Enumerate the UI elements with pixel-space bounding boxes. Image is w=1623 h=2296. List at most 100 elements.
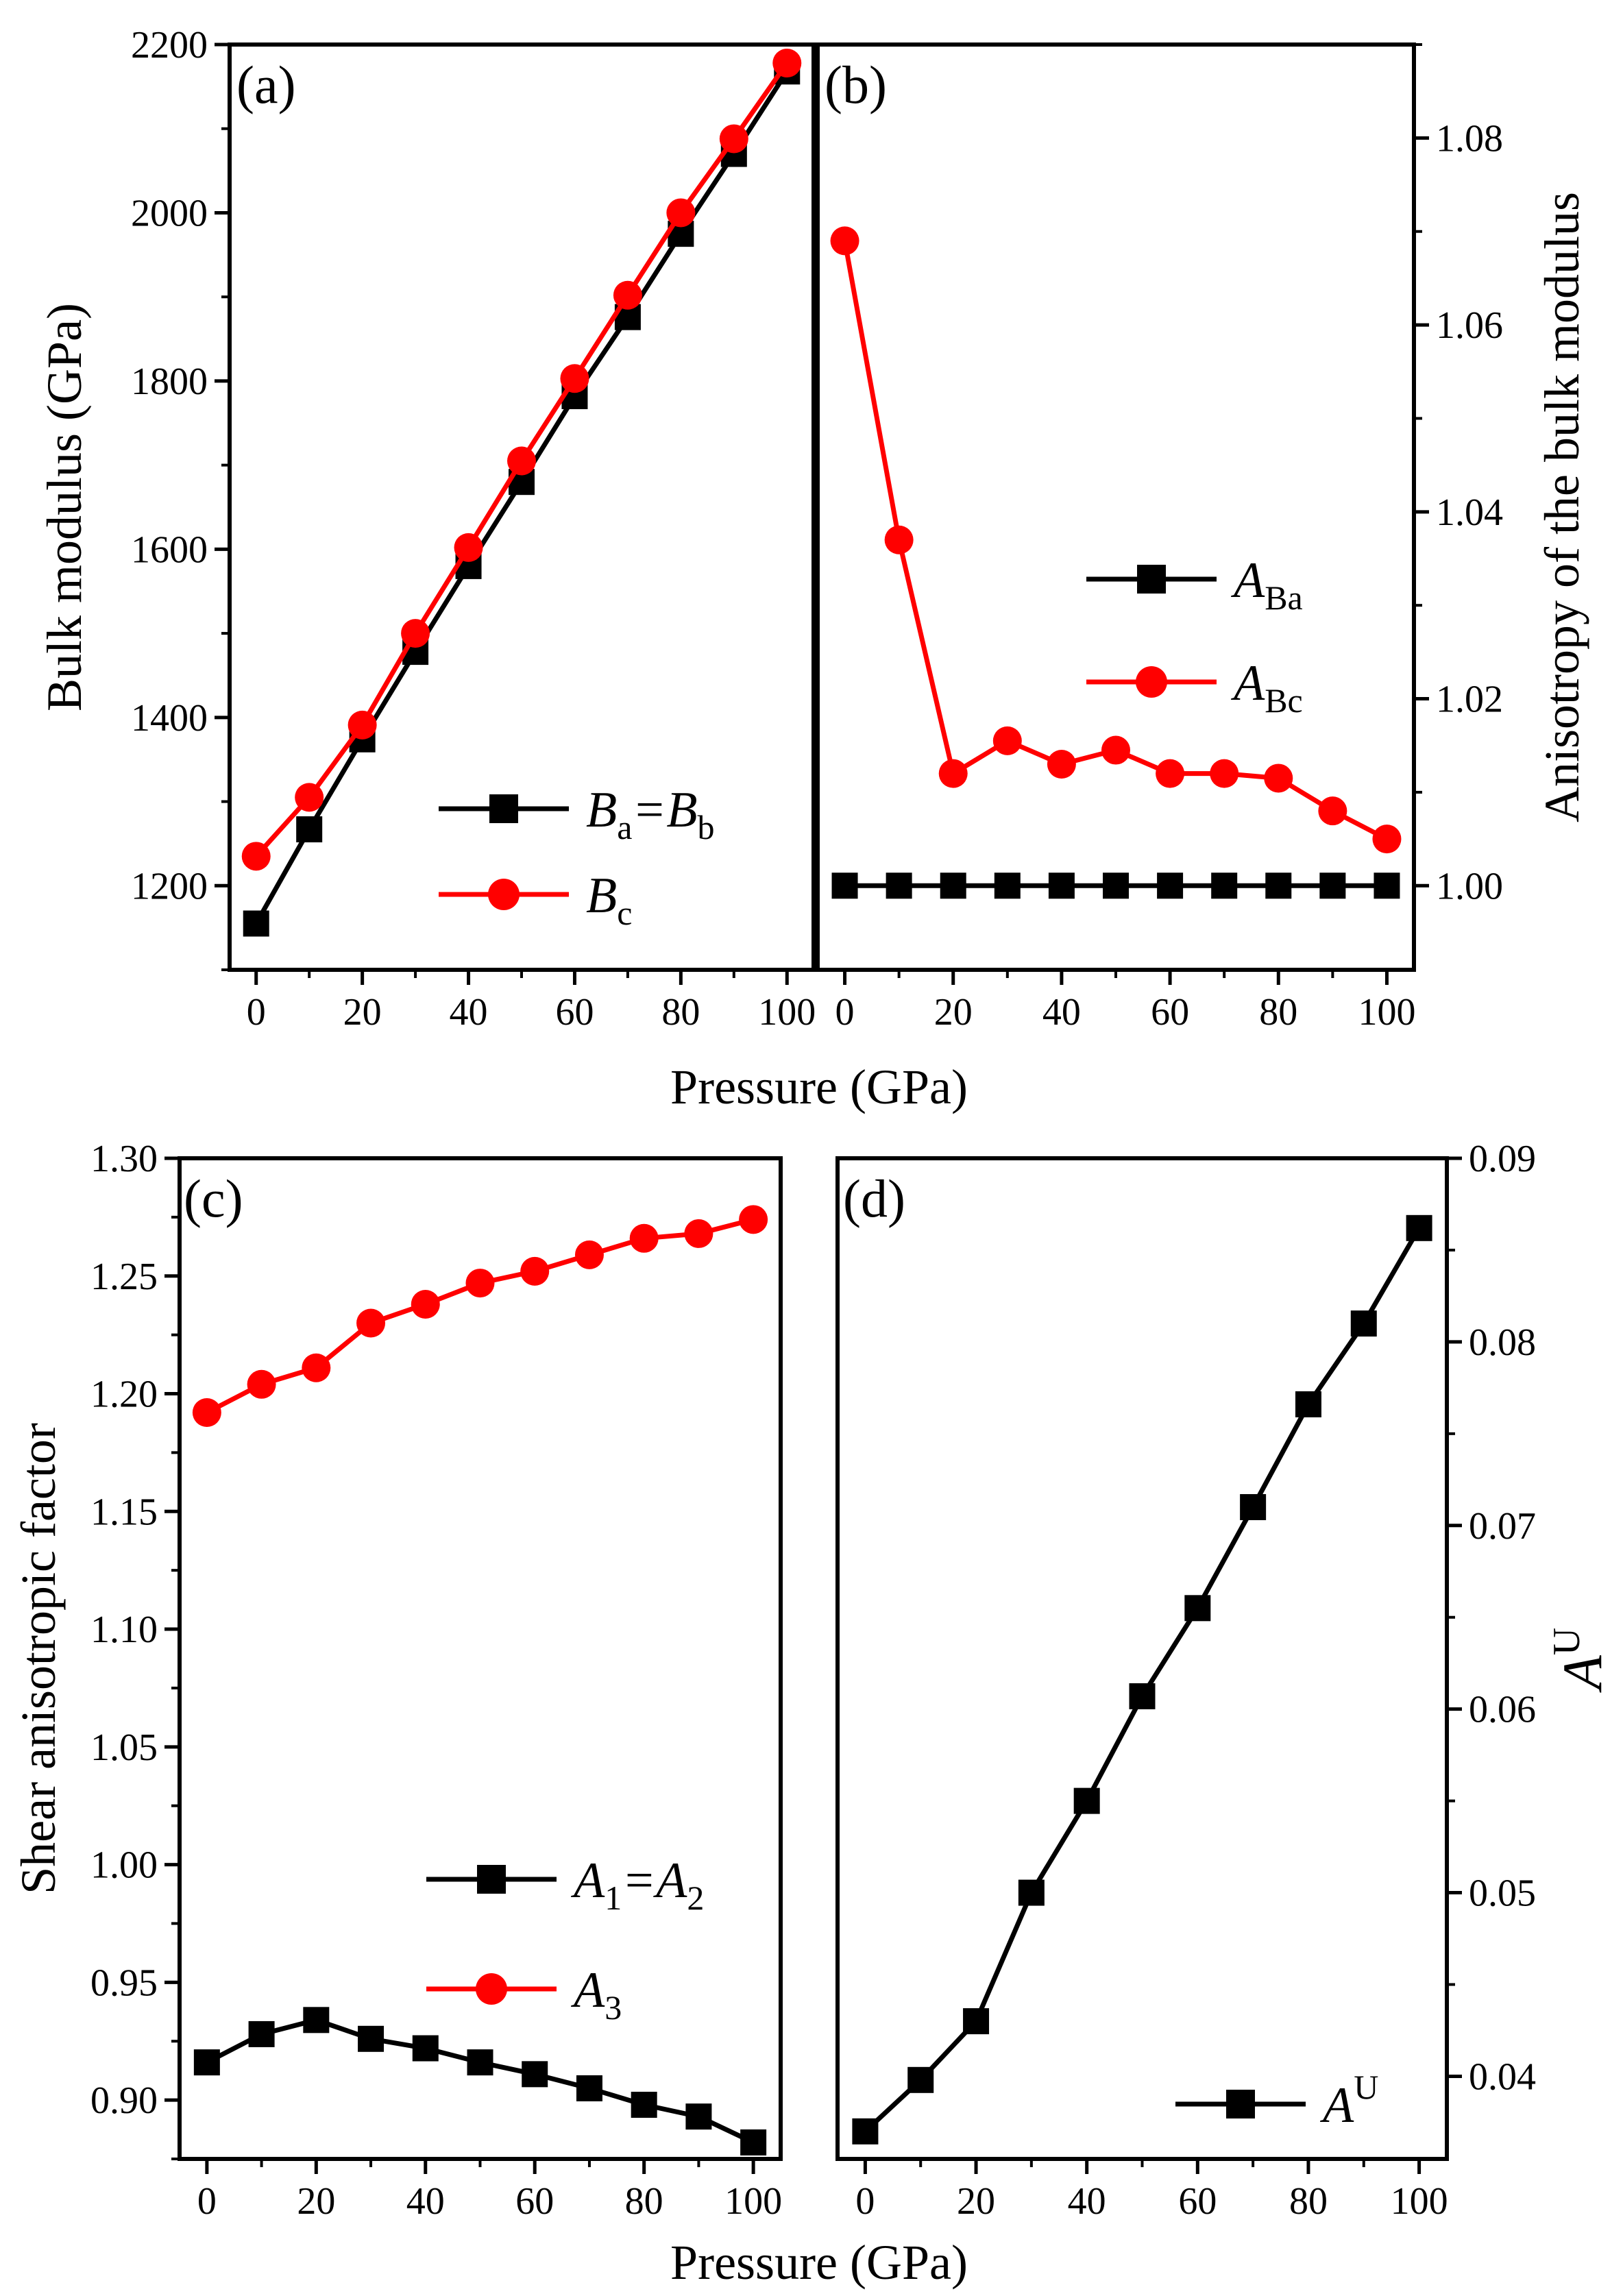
data-point-circle	[684, 1219, 713, 1248]
legend-label-main: B	[586, 868, 617, 924]
data-point-circle	[247, 1369, 276, 1399]
legend-label-sub: b	[698, 808, 715, 846]
legend-marker-square	[1226, 2090, 1255, 2118]
y-tick-label: 1800	[131, 361, 208, 403]
panel-a-label: (a)	[236, 55, 296, 114]
y-tick-label: 1400	[131, 697, 208, 740]
data-point-square	[1073, 1787, 1100, 1814]
legend-label-sub: a	[617, 808, 632, 846]
legend-label: ABa	[1230, 552, 1303, 617]
x-tick-label: 60	[1151, 991, 1189, 1034]
data-point-circle	[772, 49, 802, 77]
panel-c-label: (c)	[184, 1169, 243, 1228]
x-tick-label: 100	[758, 991, 816, 1034]
data-point-square	[467, 2049, 493, 2076]
legend-label-sub: Bc	[1265, 681, 1303, 720]
data-point-circle	[938, 759, 968, 788]
data-point-circle	[992, 726, 1022, 755]
data-point-square	[1018, 1879, 1045, 1906]
data-point-circle	[1156, 759, 1185, 788]
data-point-square	[1240, 1493, 1267, 1520]
panel-d-y-axis-title-sup: U	[1546, 1628, 1588, 1655]
data-point-circle	[666, 198, 696, 228]
data-point-square	[1319, 872, 1346, 899]
legend-label-sub: U	[1354, 2068, 1378, 2106]
legend-label: AU	[1319, 2068, 1378, 2134]
y-tick-label: 1.25	[90, 1256, 158, 1298]
legend-label-sub: Ba	[1265, 578, 1303, 617]
data-point-square	[1374, 872, 1400, 899]
data-point-square	[831, 872, 858, 899]
data-point-circle	[520, 1256, 550, 1286]
data-point-circle	[302, 1353, 331, 1382]
y-tick-label: 1.04	[1436, 491, 1503, 534]
series-line	[864, 1227, 1421, 2134]
x-tick-label: 20	[934, 991, 973, 1034]
data-point-square	[1211, 872, 1238, 899]
data-point-square	[963, 2008, 990, 2035]
panel-d-y-axis-title-main: A	[1551, 1654, 1613, 1693]
data-point-circle	[830, 226, 859, 256]
panel-c: 0 20 40 60 80 100 0.90 0.95 1.00 1.05 1.10 1.15 1.20…	[11, 1138, 783, 2223]
y-tick-label: 1600	[131, 528, 208, 571]
data-point-circle	[295, 783, 324, 812]
data-point-square	[994, 872, 1021, 899]
data-point-square	[243, 910, 269, 937]
legend-label-main: A	[1230, 552, 1265, 609]
y-tick-label: 1.00	[1436, 865, 1503, 907]
data-point-square	[1406, 1214, 1432, 1241]
x-tick-label: 40	[1068, 2180, 1106, 2223]
data-point-square	[940, 872, 966, 899]
x-tick-label: 60	[1178, 2180, 1217, 2223]
data-point-square	[631, 2091, 657, 2118]
data-point-circle	[454, 533, 483, 562]
data-point-square	[1129, 1683, 1156, 1709]
x-tick-label: 60	[555, 991, 594, 1034]
y-tick-label: 1200	[131, 865, 208, 907]
panel-a-legend: Ba=Bb Bc	[439, 782, 715, 932]
y-tick-label: 2200	[131, 24, 208, 66]
data-point-square	[685, 2103, 712, 2130]
data-point-circle	[507, 446, 536, 476]
legend-label-sub: 2	[687, 1879, 704, 1917]
data-point-circle	[241, 842, 271, 871]
panel-d-label: (d)	[843, 1169, 905, 1228]
panel-c-y-axis-title: Shear anisotropic factor	[11, 1423, 66, 1894]
data-point-circle	[560, 364, 589, 393]
y-tick-label: 1.15	[90, 1491, 158, 1533]
y-tick-label: 1.30	[90, 1138, 158, 1180]
data-point-square	[1157, 872, 1184, 899]
data-point-circle	[401, 619, 430, 648]
y-tick-label: 1.08	[1436, 117, 1503, 160]
x-tick-label: 80	[625, 2180, 663, 2223]
x-tick-label: 40	[450, 991, 488, 1034]
data-point-square	[1103, 872, 1129, 899]
data-point-circle	[1047, 750, 1076, 779]
legend-label-main: A	[1319, 2077, 1354, 2134]
x-tick-label: 40	[406, 2180, 445, 2223]
data-point-circle	[411, 1289, 440, 1319]
legend-marker-circle	[476, 1973, 507, 2005]
legend-marker-square	[1137, 565, 1166, 594]
data-point-circle	[1101, 735, 1130, 765]
x-tick-label: 100	[724, 2180, 782, 2223]
data-point-circle	[574, 1240, 604, 1269]
y-tick-label: 0.95	[90, 1962, 158, 2004]
panel-b: 0 20 40 60 80 100 1.00 1.02 1.04 1.06 1.08 (b) Ani…	[816, 42, 1589, 1034]
legend-label: ABc	[1230, 655, 1303, 720]
x-axis-title-bottom: Pressure (GPa)	[670, 2235, 968, 2290]
data-point-square	[296, 816, 323, 843]
panel-b-frame	[816, 42, 1416, 972]
x-tick-label: 0	[197, 2180, 217, 2223]
data-point-square	[576, 2075, 602, 2101]
data-point-circle	[1372, 825, 1402, 854]
legend-label-sub: 3	[605, 1988, 622, 2027]
x-tick-label: 100	[1358, 991, 1415, 1034]
legend-label: Bc	[586, 868, 632, 932]
legend-marker-square	[477, 1865, 506, 1894]
legend-label-main: =B	[632, 782, 697, 838]
y-tick-label: 0.04	[1469, 2055, 1536, 2098]
data-point-circle	[192, 1398, 221, 1428]
